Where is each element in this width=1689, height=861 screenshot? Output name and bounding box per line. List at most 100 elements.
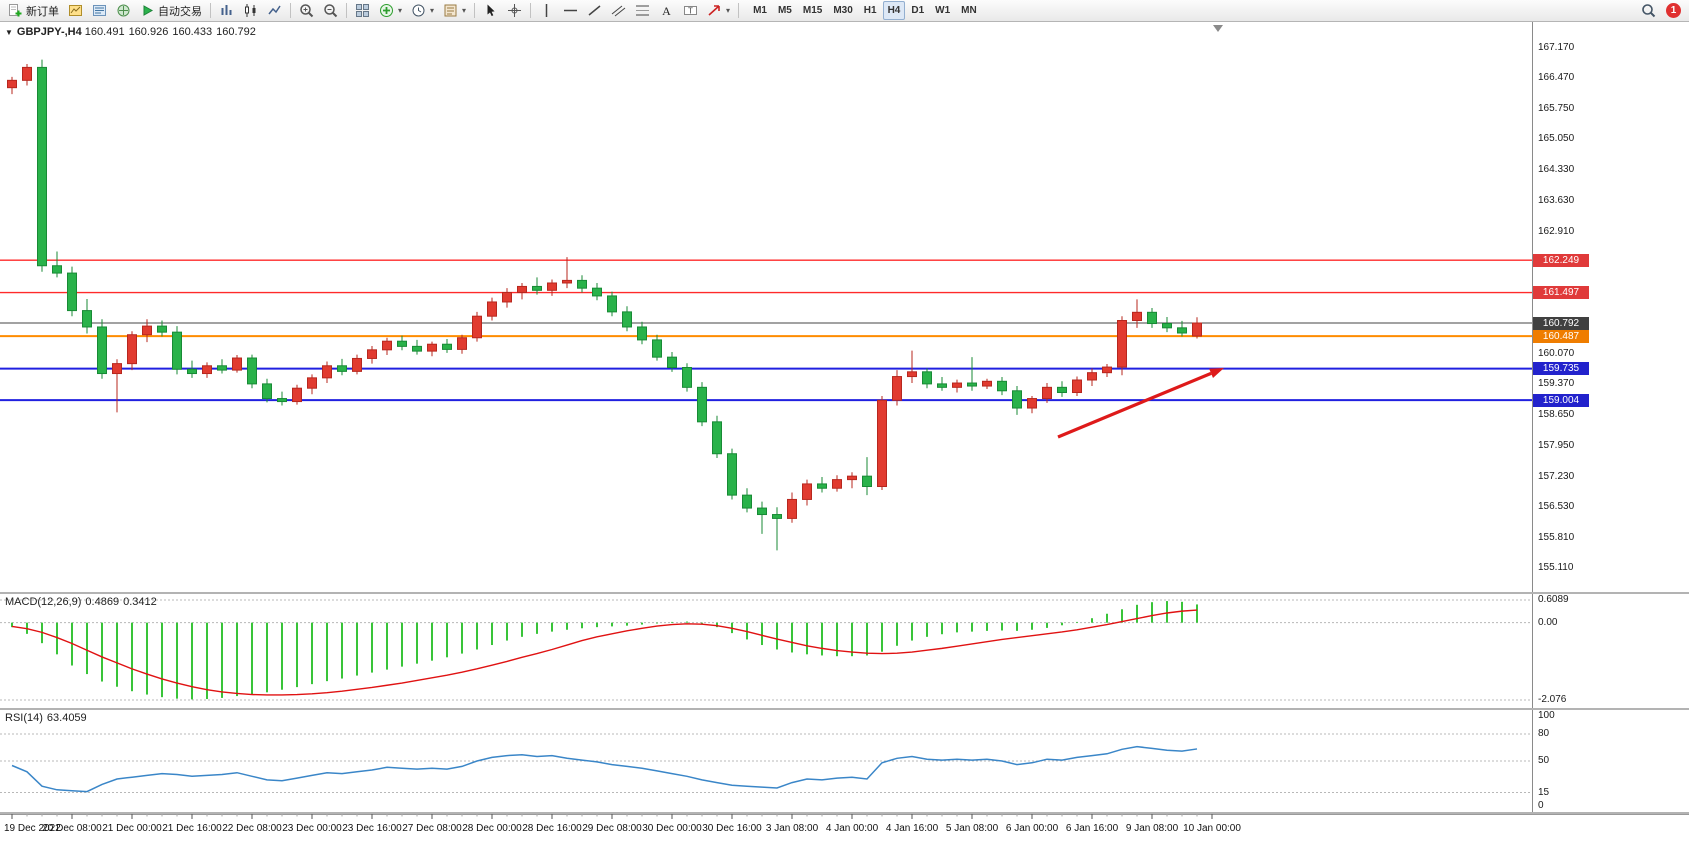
price-badge-162.249: 162.249 — [1533, 253, 1589, 267]
macd-hist-bar — [1061, 622, 1063, 626]
candlestick-chart-button[interactable] — [239, 0, 262, 21]
candle — [907, 350, 917, 384]
candle — [52, 251, 62, 278]
candle — [787, 492, 797, 523]
candle — [982, 378, 992, 390]
trendline-button[interactable] — [583, 0, 606, 21]
price-axis[interactable]: 167.170 166.470 165.750 165.050 164.330 163.6… — [1532, 22, 1689, 814]
candle — [862, 457, 872, 496]
navigator-button[interactable] — [112, 0, 135, 21]
candle — [37, 59, 47, 272]
vertical-line-button[interactable] — [535, 0, 558, 21]
equidistant-channel-button[interactable] — [607, 0, 630, 21]
candle — [937, 376, 947, 391]
text-button[interactable]: A — [655, 0, 678, 21]
timeframe-m5-button[interactable]: M5 — [777, 5, 792, 16]
macd-hist-bar — [1181, 601, 1183, 623]
price-axis-border — [1532, 22, 1533, 814]
timeframe-h4-button[interactable]: H4 — [882, 1, 906, 20]
timeframe-h1-button[interactable]: H1 — [863, 5, 877, 16]
time-label: 3 Jan 08:00 — [766, 823, 819, 834]
channel-icon — [611, 5, 626, 17]
candle — [217, 359, 227, 374]
timeframe-m15-button[interactable]: M15 — [802, 5, 823, 16]
text-label-button[interactable]: T — [679, 0, 702, 21]
fibonacci-button[interactable] — [631, 0, 654, 21]
candle — [967, 357, 977, 391]
toolbar-separator — [346, 3, 347, 18]
candle — [247, 354, 257, 389]
macd-hist-bar — [491, 622, 493, 646]
timeframe-w1-button[interactable]: W1 — [935, 5, 951, 16]
rsi-pane[interactable] — [0, 710, 1689, 812]
templates-button[interactable]: ▾ — [439, 0, 470, 21]
svg-text:A: A — [662, 4, 671, 18]
candle — [742, 488, 752, 513]
label-icon: T — [684, 6, 698, 16]
candle — [442, 339, 452, 353]
arrows-button[interactable]: ▾ — [703, 0, 734, 21]
crosshair-button[interactable] — [503, 0, 526, 21]
chart-shift-marker[interactable] — [1213, 25, 1223, 32]
price-tick-label: 165.050 — [1538, 133, 1575, 145]
macd-hist-bar — [986, 622, 988, 631]
chart-canvas[interactable] — [0, 22, 1689, 592]
cursor-icon — [487, 4, 495, 17]
tile-windows-button[interactable] — [351, 0, 374, 21]
price-badge-161.497: 161.497 — [1533, 286, 1589, 300]
macd-hist-bar — [1151, 602, 1153, 623]
macd-hist-bar — [236, 622, 238, 697]
line-chart-button[interactable] — [263, 0, 286, 21]
periods-button[interactable]: ▾ — [407, 0, 438, 21]
market-watch-button[interactable] — [88, 0, 111, 21]
macd-pane[interactable] — [0, 594, 1689, 708]
macd-hist-bar — [296, 622, 298, 688]
zoom-out-button[interactable] — [319, 0, 342, 21]
timeframe-toolbar: M1 M5 M15 M30 H1 H4 D1 W1 MN — [748, 1, 982, 20]
pane-splitter[interactable] — [0, 592, 1689, 594]
horizontal-line-button[interactable] — [559, 0, 582, 21]
line-chart-icon — [268, 5, 281, 15]
candle — [232, 354, 242, 373]
rsi-line — [11, 745, 1198, 793]
pane-splitter[interactable] — [0, 708, 1689, 710]
macd-scale-label: 0.00 — [1538, 616, 1558, 628]
pane-splitter[interactable] — [0, 812, 1689, 814]
macd-hist-bar — [161, 622, 163, 698]
trend-arrow-annotation[interactable] — [1057, 368, 1224, 439]
search-button[interactable] — [1637, 0, 1660, 21]
ohlc-high: 160.926 — [128, 26, 169, 38]
zoom-in-icon — [300, 4, 314, 18]
bar-chart-button[interactable] — [215, 0, 238, 21]
timeframe-m1-button[interactable]: M1 — [753, 5, 767, 16]
candle — [622, 306, 632, 332]
timeframe-d1-button[interactable]: D1 — [911, 5, 925, 16]
toolbar-right: 1 — [1637, 0, 1685, 21]
autotrading-button[interactable]: 自动交易 — [136, 0, 206, 21]
notification-badge[interactable]: 1 — [1666, 3, 1681, 18]
candle — [517, 282, 527, 300]
time-label: 30 Dec 16:00 — [702, 823, 762, 834]
candle — [457, 334, 467, 354]
candle — [67, 266, 77, 317]
new-order-button[interactable]: 新订单 — [4, 0, 63, 21]
price-tick-label: 165.750 — [1538, 103, 1575, 115]
macd-hist-bar — [176, 622, 178, 699]
trendline-icon — [588, 5, 601, 16]
navigator-icon — [117, 4, 130, 17]
timeframe-m30-button[interactable]: M30 — [833, 5, 853, 16]
price-tick-label: 157.230 — [1538, 470, 1575, 482]
macd-hist-bar — [11, 622, 13, 628]
macd-hist-bar — [866, 622, 868, 656]
candle — [637, 321, 647, 345]
zoom-in-button[interactable] — [295, 0, 318, 21]
cursor-button[interactable] — [479, 0, 502, 21]
symbol-dropdown-icon[interactable]: ▼ — [5, 28, 13, 37]
timeframe-mn-button[interactable]: MN — [961, 5, 977, 16]
charts-button[interactable] — [64, 0, 87, 21]
macd-hist-bar — [881, 622, 883, 652]
toolbar-separator — [474, 3, 476, 18]
indicators-button[interactable]: ▾ — [375, 0, 406, 21]
macd-hist-bar — [476, 622, 478, 650]
